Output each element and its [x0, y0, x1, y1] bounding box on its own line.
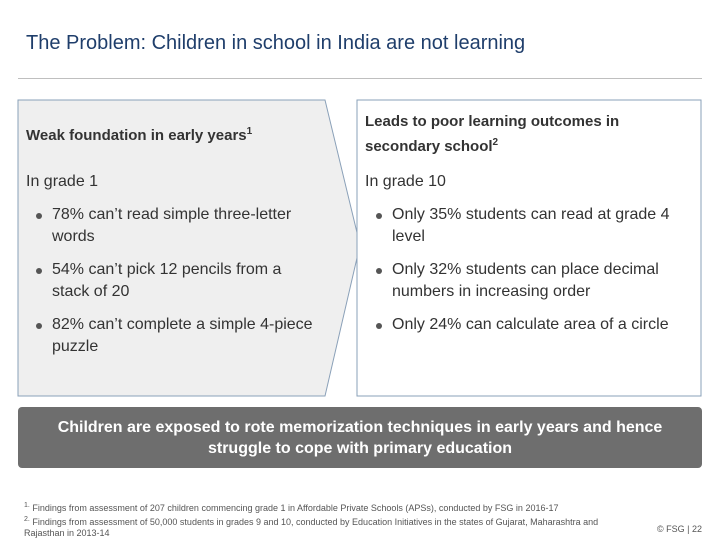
bullet: Only 32% students can place decimal numb… [366, 259, 696, 303]
left-subheading: In grade 1 [26, 173, 99, 190]
left-heading: Weak foundation in early years1 [26, 126, 253, 144]
right-heading: Leads to poor learning outcomes in secon… [365, 113, 620, 155]
banner: Children are exposed to rote memorizatio… [18, 407, 702, 468]
bullet: 54% can’t pick 12 pencils from a stack o… [26, 259, 316, 303]
bullet: Only 24% can calculate area of a circle [366, 314, 696, 336]
footnote: 1. Findings from assessment of 207 child… [24, 502, 559, 513]
bullet: 82% can’t complete a simple 4-piece puzz… [26, 314, 316, 358]
bullet: Only 35% students can read at grade 4 le… [366, 204, 696, 248]
panels [17, 99, 702, 397]
title-rule [18, 78, 702, 79]
right-bullets: Only 35% students can read at grade 4 le… [366, 204, 696, 347]
footnote: 2. Findings from assessment of 50,000 st… [24, 516, 599, 538]
right-subheading: In grade 10 [365, 173, 446, 190]
left-panel [17, 99, 361, 397]
slide-title: The Problem: Children in school in India… [26, 32, 526, 54]
left-bullets: 78% can’t read simple three-letter words… [26, 204, 316, 369]
right-panel [356, 99, 702, 397]
footnotes: 1. Findings from assessment of 207 child… [24, 500, 614, 539]
bullet: 78% can’t read simple three-letter words [26, 204, 316, 248]
footer: © FSG | 22 [656, 524, 702, 534]
